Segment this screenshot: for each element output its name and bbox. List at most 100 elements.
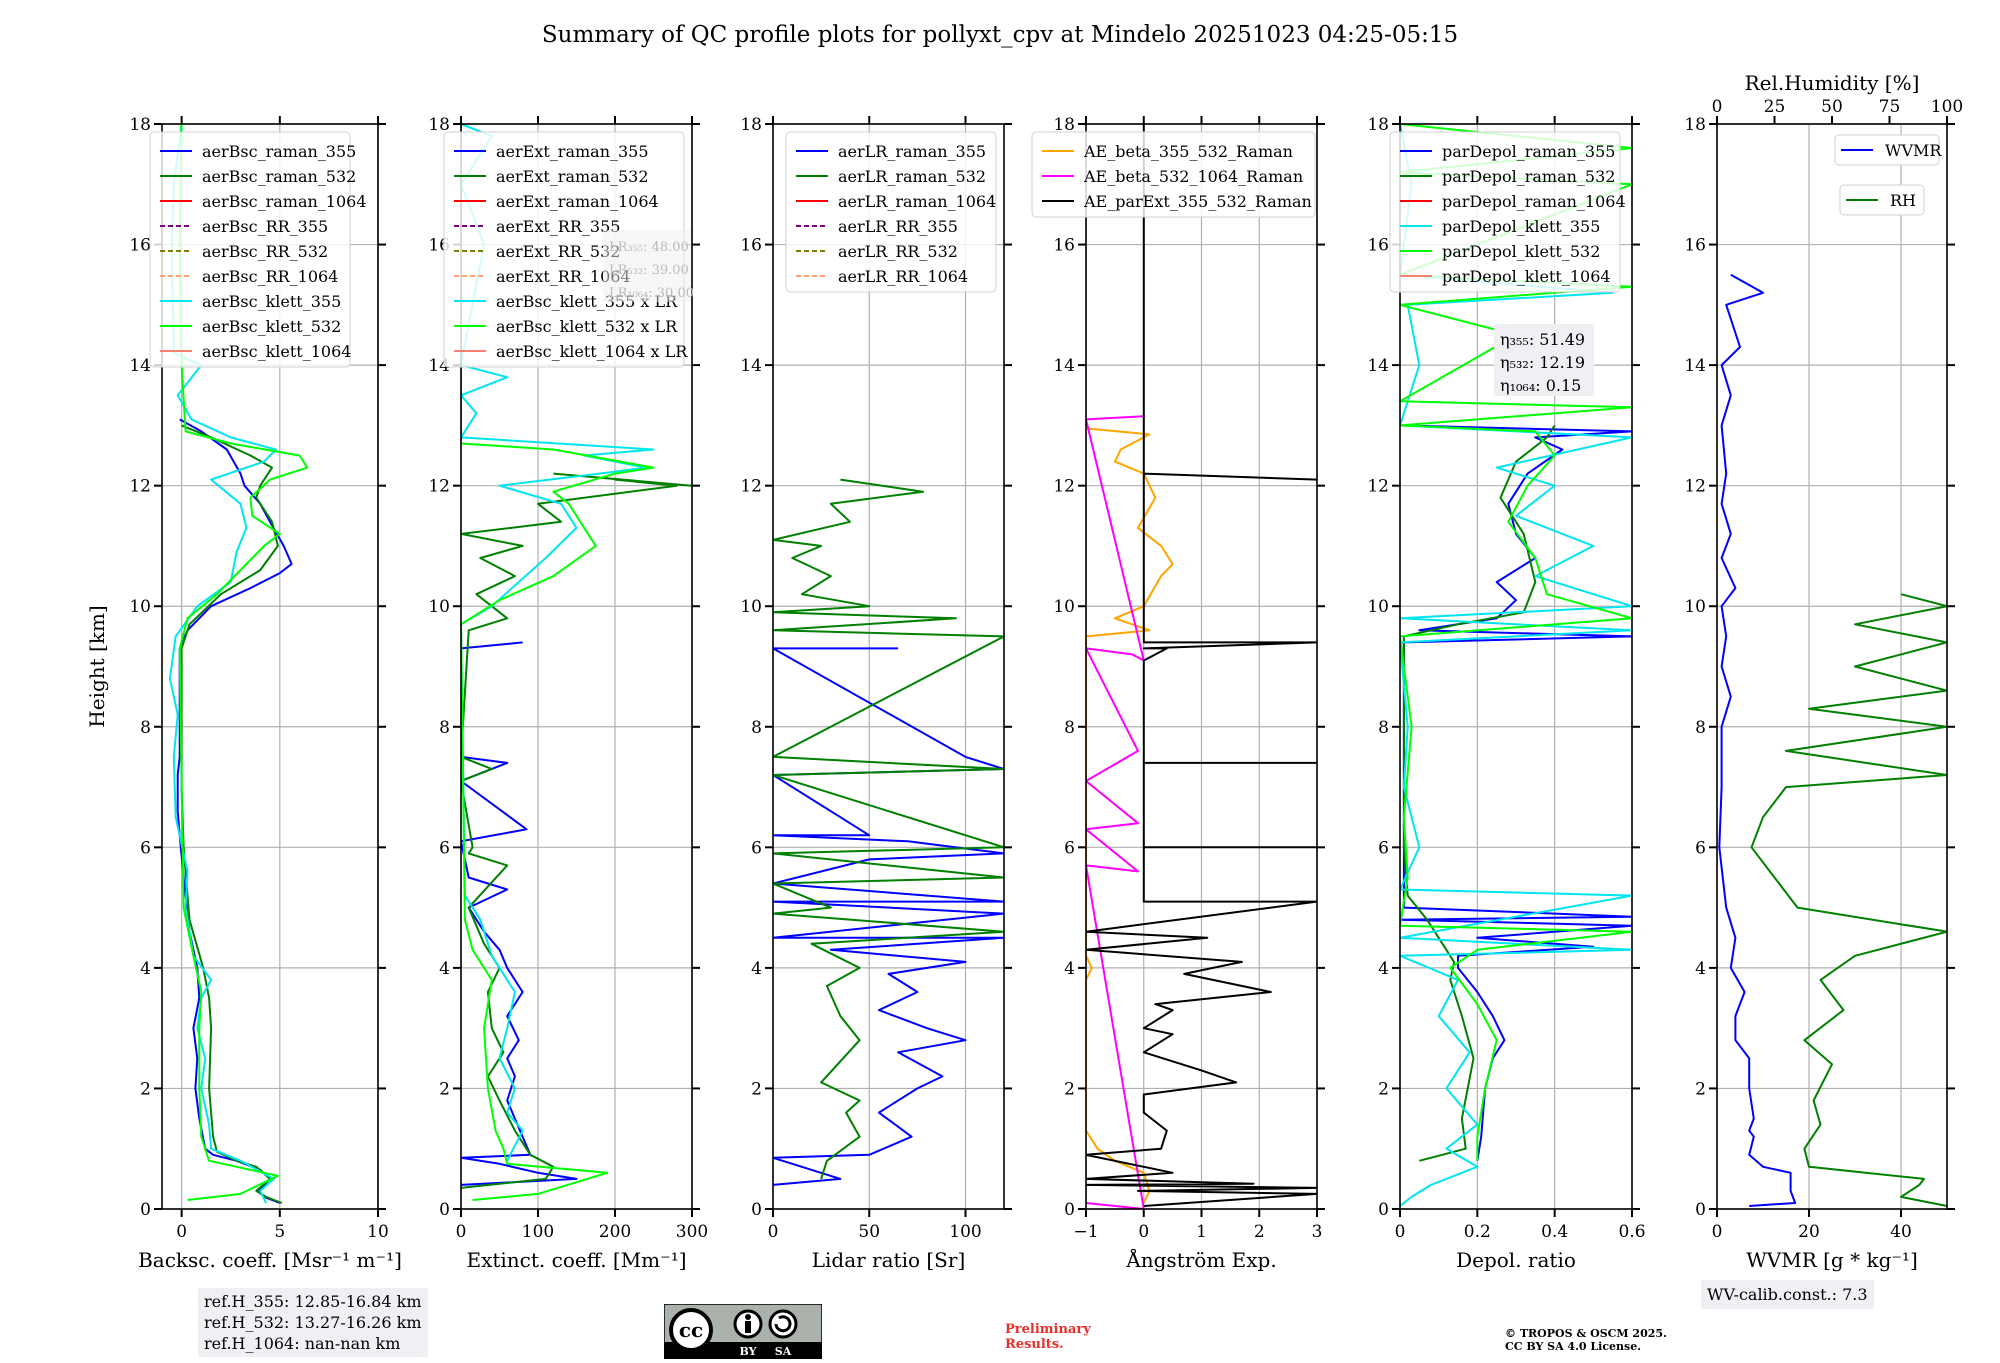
y-tick-label: 8: [1378, 718, 1389, 738]
y-tick-label: 2: [439, 1079, 450, 1099]
ref-height-355: ref.H_355: 12.85-16.84 km: [204, 1292, 422, 1311]
y-tick-label: 4: [1378, 959, 1389, 979]
series-line-parDepol_raman_355: [1400, 424, 1632, 1161]
legend-label: aerLR_raman_355: [838, 142, 986, 161]
y-tick-label: 12: [740, 477, 762, 497]
legend-label: aerBsc_klett_532 x LR: [496, 317, 678, 336]
x-axis-label: Backsc. coeff. [Msr⁻¹ m⁻¹]: [138, 1248, 402, 1272]
x-tick-label: 0: [456, 1222, 467, 1242]
legend-WVMR: WVMR: [1834, 134, 1942, 166]
y-tick-label: 0: [1378, 1200, 1389, 1220]
legend-label: aerExt_raman_1064: [496, 192, 659, 211]
y-tick-label: 0: [1695, 1200, 1706, 1220]
legend-label: AE_beta_355_532_Raman: [1083, 142, 1293, 161]
series-line-parDepol_klett_355: [1400, 124, 1632, 1207]
legend-label: aerBsc_RR_355: [202, 217, 328, 236]
y-tick-label: 12: [129, 477, 151, 497]
x-tick-label: 10: [367, 1222, 389, 1242]
legend-label: aerExt_raman_532: [496, 167, 649, 186]
annotation-bg: [1494, 324, 1594, 396]
series-line-aerBsc_klett_355: [168, 124, 277, 1204]
series-group: [461, 124, 692, 1201]
axes-frame: [161, 123, 379, 1210]
y-tick-label: 8: [140, 718, 151, 738]
y-tick-label: 6: [1064, 838, 1075, 858]
y-tick-label: 8: [439, 718, 450, 738]
y-tick-label: 12: [428, 477, 450, 497]
reference-heights-box: ref.H_355: 12.85-16.84 km ref.H_532: 13.…: [198, 1288, 428, 1357]
y-tick-label: 0: [140, 1200, 151, 1220]
x-tick-label: 50: [858, 1222, 880, 1242]
panel-depolarization: 0 2 4 6 8 10 12 14 16 18 0 0.2 0.4 0.6 Depol. ratio par…: [1367, 115, 1645, 1272]
x-tick-label: 100: [522, 1222, 554, 1242]
preliminary-line-1: Preliminary: [1005, 1322, 1091, 1337]
x-axis-label: WVMR [g * kg⁻¹]: [1746, 1248, 1918, 1272]
y-tick-label: 10: [1367, 597, 1389, 617]
legend-label: aerLR_RR_355: [838, 217, 958, 236]
y-tick-label: 10: [740, 597, 762, 617]
x-tick-label: 3: [1312, 1222, 1323, 1242]
by-label: BY: [740, 1345, 757, 1358]
annotation-line: LR₅₃₂: 39.00: [609, 263, 689, 278]
panel-water_vapor: 0 2 4 6 8 10 12 14 16 18 0 20 40 0 25 50 75 100 Rel.Humidi…: [1684, 71, 1963, 1272]
x-tick-label: 0: [1138, 1222, 1149, 1242]
legend-box: [149, 131, 351, 368]
y-tick-label: 10: [1684, 597, 1706, 617]
legend-label: aerExt_RR_355: [496, 217, 620, 236]
y-tick-label: 16: [740, 236, 762, 256]
x2-tick-label: 25: [1764, 97, 1786, 117]
series-line-aerBsc_klett_532 x LR: [461, 124, 655, 1201]
x-tick-label: 100: [949, 1222, 981, 1242]
y-tick-label: 16: [1053, 236, 1075, 256]
x2-tick-label: 75: [1879, 97, 1901, 117]
series-line-aerLR_raman_355: [773, 647, 1004, 1186]
y-tick-label: 4: [439, 959, 450, 979]
annotation-line: LR₁₀₆₄: 30.00: [609, 286, 694, 301]
legend-box: [1031, 131, 1316, 218]
y-tick-label: 0: [439, 1200, 450, 1220]
legend-label: aerExt_RR_532: [496, 242, 620, 261]
x-tick-label: 40: [1890, 1222, 1912, 1242]
legend: AE_beta_355_532_Raman AE_beta_532_1064_Ra…: [1031, 131, 1316, 218]
legend-label: aerBsc_raman_532: [202, 167, 356, 186]
axes-frame: [460, 123, 693, 1210]
legend-label: aerBsc_klett_355: [202, 292, 341, 311]
y-tick-label: 18: [428, 115, 450, 135]
figure-title: Summary of QC profile plots for pollyxt_…: [541, 22, 1459, 48]
annotation-bg: [603, 230, 691, 302]
annotation-box: η₃₅₅: 51.49 η₅₃₂: 12.19 η₁₀₆₄: 0.15: [1494, 324, 1594, 396]
annotation-line: η₁₀₆₄: 0.15: [1500, 376, 1581, 395]
copyright-line-1: © TROPOS & OSCM 2025.: [1505, 1327, 1667, 1340]
legend: aerLR_raman_355 aerLR_raman_532 aerLR_rama…: [785, 131, 997, 293]
copyright-note: © TROPOS & OSCM 2025. CC BY SA 4.0 Licen…: [1505, 1327, 1667, 1353]
legend-label: AE_parExt_355_532_Raman: [1083, 192, 1312, 211]
y-tick-label: 12: [1684, 477, 1706, 497]
series-line-aerBsc_raman_532: [180, 424, 283, 1204]
y-tick-label: 6: [140, 838, 151, 858]
legend-label: aerBsc_raman_1064: [202, 192, 367, 211]
x-tick-label: 200: [599, 1222, 631, 1242]
x-tick-label: 20: [1798, 1222, 1820, 1242]
y-tick-label: 4: [140, 959, 151, 979]
annotation-line: η₃₅₅: 51.49: [1500, 330, 1585, 349]
axes-frame: [772, 123, 1005, 1210]
legend-box: [1389, 131, 1621, 293]
x-tick-label: 0.2: [1464, 1222, 1491, 1242]
series-line-aerBsc_klett_355 x LR: [461, 124, 655, 1162]
x-tick-label: 5: [274, 1222, 285, 1242]
legend-label: RH: [1890, 191, 1916, 210]
x-axis-label: Extinct. coeff. [Mm⁻¹]: [466, 1248, 686, 1272]
legend-label: AE_beta_532_1064_Raman: [1083, 167, 1303, 186]
cc-label: cc: [679, 1318, 703, 1342]
legend-label: aerBsc_raman_355: [202, 142, 356, 161]
y-tick-label: 10: [1053, 597, 1075, 617]
y-tick-label: 14: [1684, 356, 1706, 376]
wv-calibration-text: WV-calib.const.: 7.3: [1707, 1285, 1868, 1304]
legend-label: parDepol_raman_1064: [1442, 192, 1626, 211]
legend-label: aerExt_raman_355: [496, 142, 649, 161]
x-tick-label: 2: [1254, 1222, 1265, 1242]
series-line-AE_parExt_355_532_Raman: [1086, 124, 1317, 1207]
y-tick-label: 12: [1053, 477, 1075, 497]
x-tick-label: 0: [1395, 1222, 1406, 1242]
